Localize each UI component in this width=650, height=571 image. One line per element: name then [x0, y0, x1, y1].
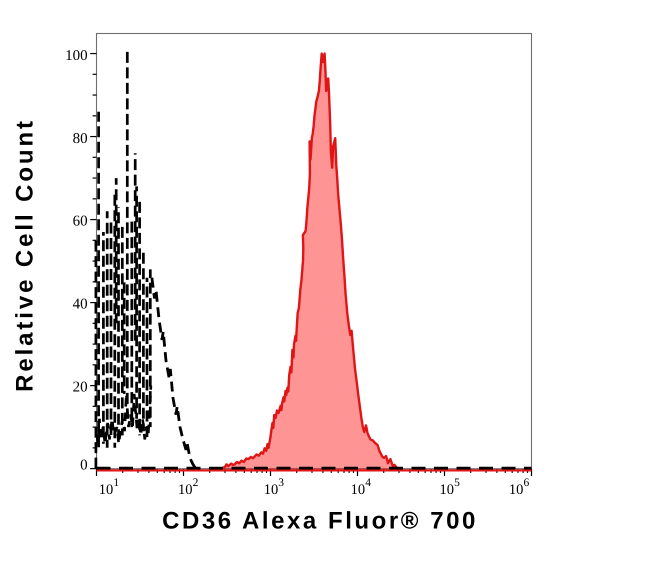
svg-text:5: 5 [454, 477, 460, 489]
svg-text:100: 100 [65, 48, 88, 64]
svg-text:10: 10 [99, 482, 114, 498]
svg-text:20: 20 [73, 380, 88, 396]
svg-text:60: 60 [73, 214, 88, 230]
svg-text:10: 10 [351, 482, 366, 498]
svg-text:10: 10 [264, 482, 279, 498]
svg-text:10: 10 [509, 482, 524, 498]
svg-text:10: 10 [440, 482, 455, 498]
svg-text:0: 0 [80, 457, 88, 473]
svg-text:2: 2 [193, 477, 199, 489]
svg-text:1: 1 [113, 477, 119, 489]
svg-text:10: 10 [178, 482, 193, 498]
svg-text:6: 6 [524, 477, 530, 489]
svg-text:80: 80 [73, 131, 88, 147]
svg-text:40: 40 [73, 297, 88, 313]
svg-text:Relative Cell Count: Relative Cell Count [12, 118, 39, 392]
svg-text:3: 3 [278, 477, 284, 489]
svg-text:4: 4 [365, 477, 371, 489]
svg-text:CD36 Alexa Fluor® 700: CD36 Alexa Fluor® 700 [162, 508, 478, 535]
